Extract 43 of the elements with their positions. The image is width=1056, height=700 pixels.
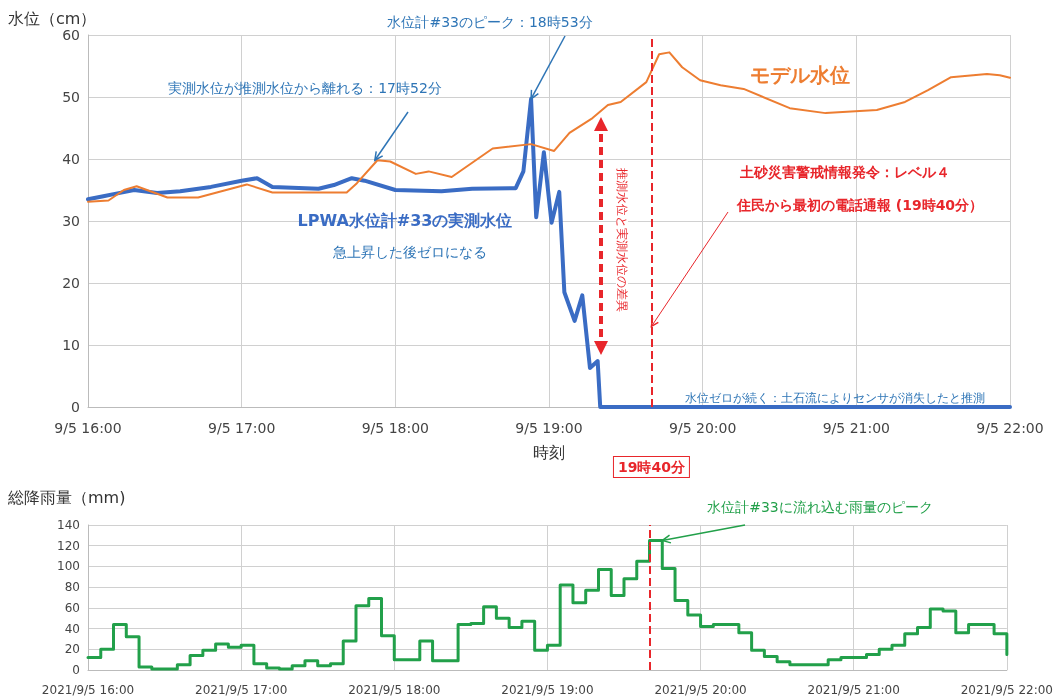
series-label: モデル水位	[750, 63, 850, 87]
x-tick-label: 2021/9/5 21:00	[807, 683, 900, 697]
annotation: 土砂災害警戒情報発令：レベル４	[739, 164, 950, 180]
annotation: 急上昇した後ゼロになる	[332, 244, 487, 260]
annotation: 水位計#33のピーク：18時53分	[387, 14, 593, 30]
y-tick-label: 20	[62, 275, 80, 291]
x-tick-label: 9/5 17:00	[208, 420, 276, 436]
x-tick-label: 9/5 22:00	[976, 420, 1044, 436]
x-tick-label: 2021/9/5 17:00	[194, 683, 288, 697]
y-tick-label: 60	[62, 27, 80, 43]
annotation: 住民から最初の電話通報 (19時40分）	[735, 197, 984, 213]
y-tick-label: 30	[62, 213, 80, 229]
x-tick-label: 9/5 16:00	[54, 420, 122, 436]
x-tick-label: 2021/9/5 22:00	[960, 683, 1053, 697]
ref-line-label: 19時40分	[617, 459, 686, 475]
x-tick-label: 9/5 20:00	[669, 420, 737, 436]
y-tick-label: 50	[62, 89, 80, 105]
x-axis-title: 時刻	[533, 442, 565, 462]
y-tick-label: 40	[64, 621, 80, 636]
y-tick-label: 20	[64, 642, 80, 657]
x-tick-label: 9/5 21:00	[822, 420, 890, 436]
x-tick-label: 2021/9/5 19:00	[501, 683, 594, 697]
y-tick-label: 0	[72, 663, 80, 677]
y-tick-label: 120	[57, 538, 80, 553]
x-tick-label: 9/5 18:00	[361, 420, 429, 436]
y-tick-label: 140	[57, 518, 80, 532]
series-label: LPWA水位計#33の実測水位	[297, 210, 513, 230]
annotation: 水位ゼロが続く：土石流によりセンサが消失したと推測	[685, 391, 985, 405]
x-tick-label: 9/5 19:00	[515, 420, 583, 436]
x-tick-label: 2021/9/5 20:00	[654, 683, 747, 697]
annotation: 推測水位と実測水位の差異	[615, 168, 629, 312]
annotation: 水位計#33に流れ込む雨量のピーク	[707, 499, 933, 515]
x-tick-label: 2021/9/5 16:00	[41, 683, 135, 697]
y-tick-label: 80	[64, 580, 80, 595]
y-tick-label: 10	[62, 337, 80, 353]
y-tick-label: 0	[71, 399, 80, 415]
y-tick-label: 60	[64, 600, 80, 615]
annotation: 実測水位が推測水位から離れる：17時52分	[168, 80, 442, 96]
y-tick-label: 40	[62, 151, 80, 167]
y-axis-title: 総降雨量（mm)	[7, 487, 126, 507]
y-tick-label: 100	[57, 559, 80, 574]
y-axis-title: 水位（cm）	[8, 8, 97, 28]
x-tick-label: 2021/9/5 18:00	[348, 683, 441, 697]
